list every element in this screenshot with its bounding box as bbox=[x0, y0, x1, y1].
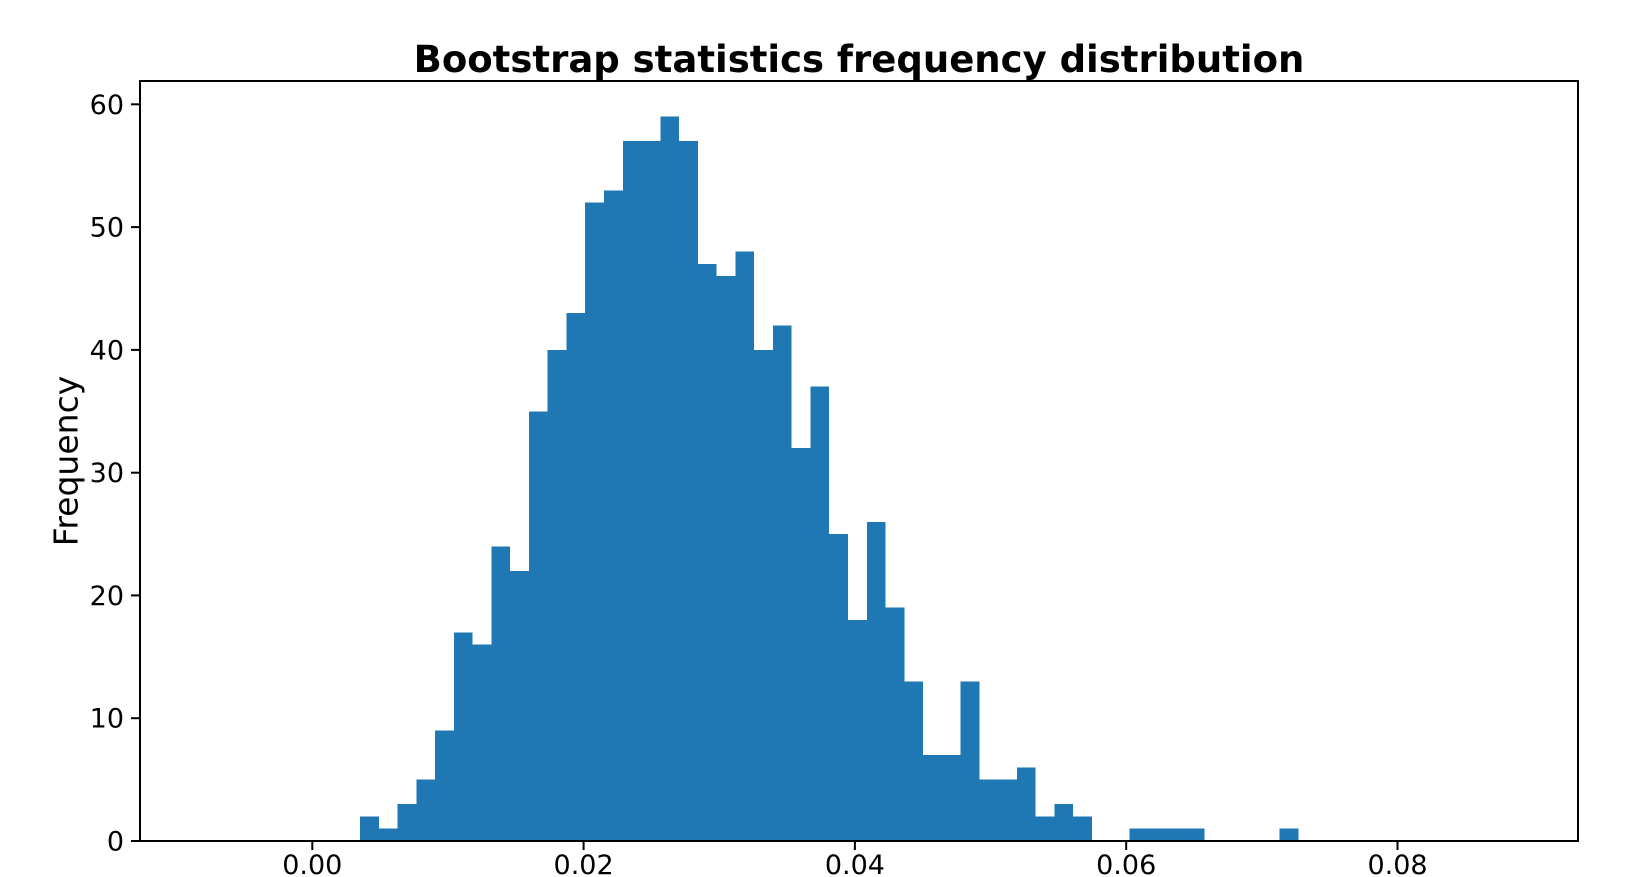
y-axis-label: Frequency bbox=[46, 375, 86, 547]
histogram-bar bbox=[941, 755, 961, 841]
histogram-bar bbox=[1035, 816, 1055, 841]
histogram-bar bbox=[660, 116, 680, 842]
histogram-bar bbox=[829, 534, 848, 841]
histogram-bar bbox=[998, 779, 1017, 841]
histogram-bar bbox=[528, 411, 548, 841]
x-tick-label: 0.04 bbox=[825, 850, 885, 877]
chart-title: Bootstrap statistics frequency distribut… bbox=[413, 38, 1305, 81]
histogram-bar bbox=[1129, 828, 1149, 841]
histogram-bar bbox=[847, 620, 867, 841]
histogram-bar bbox=[472, 644, 492, 841]
histogram-bar bbox=[904, 681, 924, 841]
histogram-bar bbox=[735, 251, 755, 841]
histogram-bar bbox=[1073, 816, 1092, 841]
histogram-bar bbox=[679, 141, 698, 841]
y-tick-label: 30 bbox=[90, 458, 124, 489]
histogram-bar bbox=[1054, 804, 1074, 841]
axes-spines bbox=[139, 80, 1579, 842]
histogram-bar bbox=[716, 276, 736, 842]
histogram-bar bbox=[453, 632, 473, 841]
histogram-bar bbox=[810, 386, 830, 841]
histogram-bar bbox=[1016, 767, 1036, 841]
x-tick-label: 0.00 bbox=[282, 850, 342, 877]
histogram-bar bbox=[1185, 828, 1205, 841]
histogram-bar bbox=[378, 828, 398, 841]
histogram-bar bbox=[979, 779, 999, 841]
x-tick-label: 0.02 bbox=[554, 850, 614, 877]
histogram-bar bbox=[510, 570, 529, 841]
histogram-bar bbox=[754, 349, 773, 841]
histogram-bar bbox=[885, 607, 905, 841]
histogram-bar bbox=[1167, 828, 1186, 841]
x-tick-label: 0.08 bbox=[1367, 850, 1427, 877]
histogram-bar bbox=[866, 521, 886, 841]
y-tick-label: 40 bbox=[90, 335, 124, 366]
histogram-bar bbox=[604, 190, 623, 841]
histogram-bar bbox=[1148, 828, 1168, 841]
x-tick-label: 0.06 bbox=[1096, 850, 1156, 877]
histogram-bar bbox=[547, 349, 567, 841]
histogram-bar bbox=[622, 141, 642, 841]
histogram-bar bbox=[416, 779, 436, 841]
histogram-bar bbox=[435, 730, 454, 841]
histogram-bar bbox=[1279, 828, 1299, 841]
histogram-bar bbox=[960, 681, 980, 841]
y-tick-label: 50 bbox=[90, 213, 124, 244]
histogram-bar bbox=[772, 325, 792, 842]
y-tick-label: 20 bbox=[90, 581, 124, 612]
y-tick-label: 10 bbox=[90, 704, 124, 735]
y-tick-label: 0 bbox=[107, 827, 124, 858]
histogram-bar bbox=[585, 202, 605, 842]
histogram-bar bbox=[360, 816, 379, 841]
histogram-bar bbox=[923, 755, 942, 841]
histogram-bar bbox=[791, 448, 811, 841]
y-tick-label: 60 bbox=[90, 90, 124, 121]
histogram-bar bbox=[641, 141, 661, 841]
histogram-bar bbox=[566, 313, 586, 841]
histogram-bar bbox=[697, 263, 717, 841]
histogram-bar bbox=[491, 546, 511, 841]
histogram-bar bbox=[397, 804, 417, 841]
